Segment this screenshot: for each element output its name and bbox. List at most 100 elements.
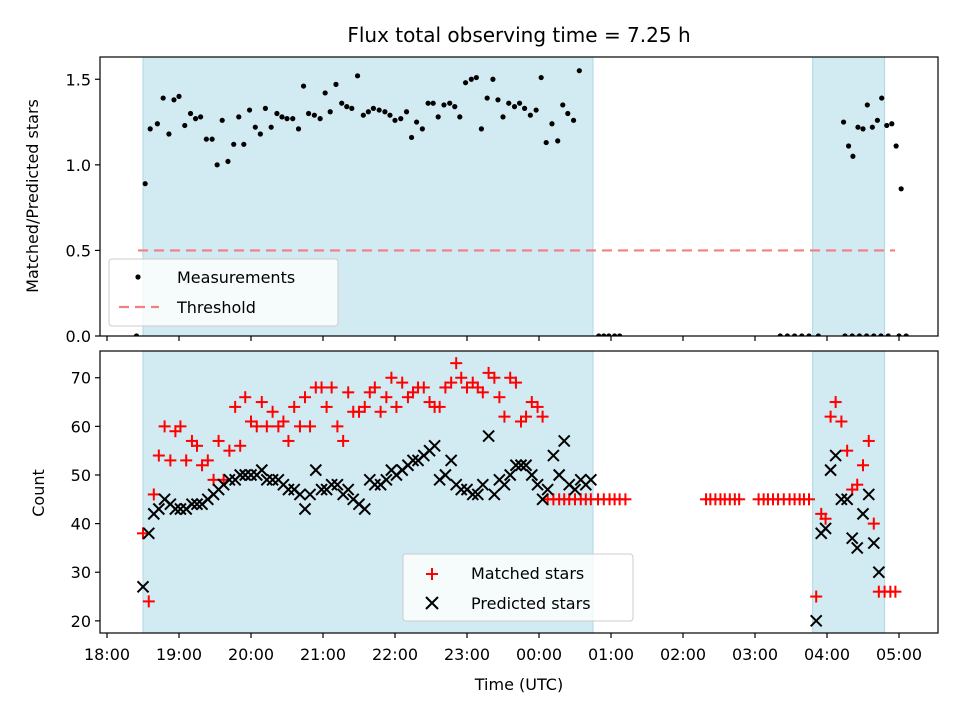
measurement-point-zero — [864, 333, 870, 336]
measurement-point — [300, 83, 307, 89]
measurement-point — [533, 107, 539, 113]
matched-point — [819, 512, 832, 525]
measurement-point — [311, 112, 317, 118]
bottom-legend-box — [402, 553, 634, 622]
top-axes-frame — [99, 56, 939, 337]
measurement-point — [516, 100, 523, 106]
measurement-point — [387, 112, 393, 118]
bottom-y-tick-label: 30 — [71, 563, 91, 582]
predicted-point — [169, 502, 182, 516]
matched-point — [260, 420, 273, 433]
predicted-point — [233, 468, 247, 482]
predicted-point — [298, 502, 312, 516]
matched-point — [288, 400, 301, 413]
predicted-point — [862, 488, 875, 501]
matched-point — [255, 396, 268, 409]
predicted-point — [498, 478, 511, 491]
matched-point — [445, 376, 458, 389]
measurement-point-zero — [903, 333, 909, 336]
measurement-point — [452, 104, 458, 110]
measurement-point — [214, 162, 220, 168]
matched-point — [385, 371, 398, 384]
measurement-point — [176, 93, 182, 99]
measurement-point — [192, 116, 199, 122]
matched-point — [358, 400, 371, 413]
predicted-point — [331, 478, 344, 491]
matched-point — [476, 386, 489, 399]
matched-point — [509, 376, 522, 389]
predicted-point — [547, 449, 560, 462]
measurement-point — [279, 114, 285, 120]
measurement-point — [349, 105, 355, 111]
measurement-point — [160, 95, 166, 101]
bottom-y-tick-label: 60 — [71, 417, 91, 436]
matched-point — [488, 371, 501, 384]
matched-point — [147, 488, 160, 501]
matched-point — [619, 493, 632, 506]
predicted-point — [851, 541, 864, 555]
measurement-point — [457, 114, 463, 120]
count-points — [136, 357, 902, 628]
measurement-point — [284, 116, 290, 122]
predicted-point — [190, 497, 204, 511]
matched-point — [390, 400, 403, 413]
measurement-point — [889, 121, 895, 127]
predicted-point — [223, 473, 236, 487]
predicted-point — [568, 483, 582, 496]
predicted-point — [136, 580, 150, 594]
measurement-point — [295, 126, 302, 132]
predicted-point — [315, 483, 328, 496]
matched-point — [889, 585, 902, 598]
matched-point — [320, 400, 333, 413]
measurement-point — [317, 116, 323, 122]
measurement-point — [495, 97, 501, 103]
bottom-x-tick-label: 03:00 — [732, 645, 778, 664]
measurement-point — [187, 110, 194, 117]
measurement-point-zero — [885, 333, 891, 336]
predicted-point — [444, 454, 458, 467]
bottom-x-tick-label: 19:00 — [156, 645, 202, 664]
measurement-point — [219, 117, 225, 123]
bottom-panel: 20 30 40 50 60 70 18:00 19:00 20:00 21:00 22:00 23… — [29, 350, 939, 694]
measurement-point — [354, 73, 361, 79]
measurement-point — [447, 100, 453, 106]
bottom-y-tick-label: 40 — [71, 515, 91, 534]
bottom-x-tick-label: 23:00 — [444, 645, 490, 664]
predicted-point — [867, 536, 881, 550]
measurement-point-zero — [617, 333, 623, 336]
predicted-point — [303, 488, 317, 501]
measurement-point — [435, 114, 441, 120]
measurement-point — [850, 153, 856, 159]
matched-point — [851, 478, 864, 491]
matched-point — [137, 527, 149, 540]
predicted-point — [466, 488, 479, 501]
predicted-point — [856, 507, 870, 521]
measurement-point — [147, 126, 153, 132]
predicted-point — [525, 468, 539, 482]
bottom-y-tick-label: 50 — [71, 466, 91, 485]
bottom-axes-frame — [99, 350, 939, 634]
predicted-point — [358, 502, 371, 516]
measurement-point-zero — [878, 333, 884, 336]
measurement-point — [231, 141, 237, 147]
predicted-point — [536, 493, 549, 506]
measurement-point — [555, 138, 561, 144]
matched-point — [380, 391, 393, 404]
measurement-point — [365, 109, 371, 115]
matched-point — [493, 391, 506, 404]
bottom-legend: Matched stars Predicted stars — [402, 553, 634, 622]
measurement-point — [225, 158, 231, 165]
measurement-point — [262, 105, 268, 111]
matched-point — [862, 434, 875, 447]
measurement-point — [360, 112, 366, 118]
measurement-point — [855, 124, 861, 130]
matched-point — [841, 444, 854, 457]
predicted-point — [824, 463, 837, 477]
measurement-point-zero — [815, 333, 821, 336]
measurement-point — [241, 141, 247, 147]
bottom-x-tick-label: 05:00 — [876, 645, 922, 664]
top-y-axis-label: Matched/Predicted stars — [23, 99, 42, 293]
measurement-point — [419, 126, 425, 132]
measurement-point — [527, 112, 533, 118]
measurement-point-zero — [792, 333, 798, 336]
